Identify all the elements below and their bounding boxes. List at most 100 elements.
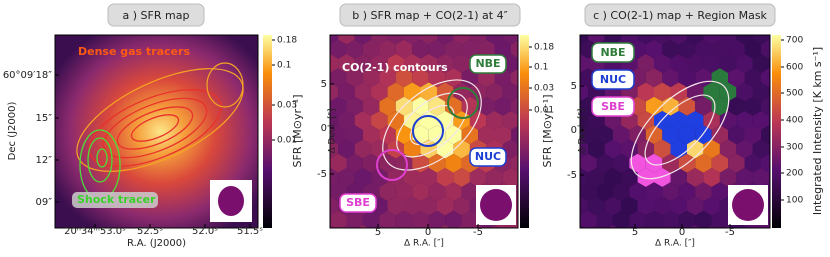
hex-pixel [528,211,544,230]
hex-pixel [305,54,322,73]
hex-pixel [654,82,671,102]
hex-pixel [744,39,761,59]
hex-pixel [362,39,380,59]
hex-pixel [387,82,404,102]
hex-pixel [687,111,704,130]
hex-pixel [555,140,572,159]
hex-pixel [703,54,720,73]
hex-pixel [580,82,589,102]
hex-pixel [778,11,794,30]
hex-pixel [580,54,589,73]
hex-pixel [453,168,470,187]
hex-pixel [752,111,770,130]
hex-pixel [486,111,503,130]
annotation-box [72,192,158,208]
hex-pixel [706,225,717,228]
hex-pixel [621,168,638,187]
hex-pixel [555,225,572,244]
annotation: NBE [600,46,625,59]
y-tick-label: 09″ [36,197,53,208]
hex-pixel [580,210,597,228]
hex-pixel [662,125,679,145]
colorbar-tick-label: 500 [786,89,803,99]
hex-pixel [511,68,518,87]
hex-pixel [330,139,339,159]
y-tick-label: 60°09′18″ [3,70,52,81]
beam [732,189,764,221]
hex-pixel [736,35,753,45]
colorbar-label: Integrated Intensity [K km s⁻¹] [811,47,824,215]
hex-pixel [728,96,745,116]
hex-pixel [580,225,586,228]
hex-pixel [314,40,331,59]
hex-pixel [371,168,388,187]
hex-pixel [387,54,404,73]
x-tick-label: -5 [725,227,735,238]
axes-frame [54,34,259,229]
hex-pixel [695,96,712,116]
x-tick-label: -5 [473,227,483,238]
hex-pixel [670,168,687,187]
hex-pixel [387,196,404,216]
hex-pixel [330,196,339,216]
hex-pixel [445,182,462,202]
hex-pixel [657,225,668,228]
x-tick-label: 52.0ˢ [192,226,218,237]
x-tick-label: 5 [632,227,638,238]
axes-frame [579,34,771,229]
hex-pixel [645,125,663,145]
hex-pixel [728,153,745,173]
hex-pixel [744,125,761,145]
hex-pixel [662,39,679,59]
hex-pixel [330,54,339,73]
hex-pixel [346,96,363,116]
hex-pixel [607,225,619,228]
contours [88,89,222,167]
x-tick-label: 20ʰ34ᵐ53.0ˢ [64,226,126,237]
hex-pixel [494,125,511,145]
hex-pixel [461,182,479,202]
annotation: NBE [475,57,500,70]
colorbar-tick-label: 0.01 [534,106,554,116]
hex-pixel [695,39,712,59]
colorbar-tick-label: 0.18 [277,36,297,46]
hex-pixel [629,210,646,228]
hex-pixel [486,168,503,187]
label-box [469,147,507,167]
colorbar-tick-label: 200 [786,169,803,179]
hex-pixel [528,182,544,201]
hex-pixel [596,125,613,145]
hex-pixel [752,35,770,45]
hex-pixel [555,26,572,45]
region-nbe [447,87,479,119]
hex-pixel [387,111,404,130]
hex-pixel [374,225,385,228]
hex-pixel [371,111,388,130]
region-sbe [376,149,408,181]
hex-pixel [588,196,605,216]
hex-pixel [624,225,635,228]
hex-pixel [678,68,696,88]
hex-pixel [662,182,679,202]
hex-pixel [678,182,696,202]
hex-pixel [371,54,388,73]
annotation: Shock tracer [77,193,156,206]
hex-pixel [412,68,429,88]
hex-pixel [387,168,404,187]
hex-pixel [612,153,630,173]
hex-pixel [412,153,429,173]
hex-pixel [580,196,589,216]
hex-pixel [719,111,737,130]
hex-pixel [494,96,511,116]
hex-pixel [404,168,421,187]
hex-pixel [469,82,487,102]
colorbar [772,35,781,228]
hex-pixel [346,68,363,88]
hex-pixel [469,35,487,45]
hex-pixel [437,196,454,216]
hex-pixel [404,196,421,216]
hex-pixel [338,35,355,45]
colorbar-tick-label: 0.03 [534,84,554,94]
hex-pixel [555,197,572,216]
colorbar [263,35,272,228]
